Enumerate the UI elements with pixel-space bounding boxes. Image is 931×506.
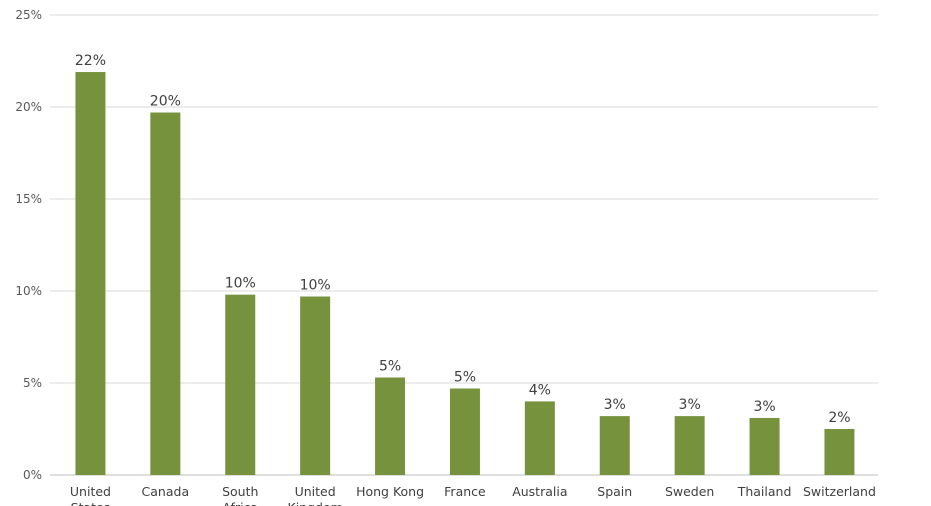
y-tick-label: 25% — [15, 8, 42, 22]
gridlines — [50, 14, 878, 476]
bar — [824, 429, 855, 475]
category-label: Australia — [512, 484, 567, 499]
y-tick-label: 15% — [15, 192, 42, 206]
category-label: Sweden — [665, 484, 714, 499]
category-label: France — [444, 484, 486, 499]
bar — [524, 401, 555, 475]
y-axis-tick-labels: 0% 5% 10% 15% 20% 25% — [15, 8, 42, 482]
category-label-line: Spain — [597, 484, 632, 499]
category-label-line: Hong Kong — [356, 484, 424, 499]
category-label-line: Switzerland — [803, 484, 876, 499]
bars — [75, 72, 855, 476]
bar — [150, 112, 181, 476]
data-label: 5% — [379, 358, 401, 374]
category-label-line: Africa — [222, 500, 258, 506]
y-tick-label: 0% — [23, 468, 42, 482]
data-labels: 22% 20% 10% 10% 5% 5% 4% 3% 3% 3% 2% — [75, 53, 851, 426]
category-label: Hong Kong — [356, 484, 424, 499]
category-label: Canada — [142, 484, 190, 499]
category-label: Spain — [597, 484, 632, 499]
category-label-line: States — [71, 500, 111, 506]
data-label: 5% — [454, 370, 476, 386]
data-label: 2% — [828, 410, 850, 426]
x-axis-category-labels: UnitedStatesCanadaSouthAfricaUnitedKingd… — [70, 484, 876, 506]
y-tick-label: 20% — [15, 100, 42, 114]
category-label-line: France — [444, 484, 486, 499]
category-label-line: United — [70, 484, 111, 499]
bar — [300, 296, 331, 475]
category-label-line: South — [222, 484, 258, 499]
data-label: 3% — [753, 399, 775, 415]
data-label: 20% — [150, 94, 181, 110]
category-label-line: United — [295, 484, 336, 499]
data-label: 3% — [604, 397, 626, 413]
category-label-line: Sweden — [665, 484, 714, 499]
bar — [674, 416, 705, 475]
category-label: UnitedKingdom — [288, 484, 343, 506]
category-label: SouthAfrica — [222, 484, 258, 506]
bar — [375, 377, 406, 475]
bar — [449, 388, 480, 475]
data-label: 22% — [75, 53, 106, 69]
data-label: 3% — [679, 397, 701, 413]
y-tick-label: 10% — [15, 284, 42, 298]
category-label-line: Australia — [512, 484, 567, 499]
category-label-line: Thailand — [737, 484, 792, 499]
bar — [599, 416, 630, 475]
category-label: Thailand — [737, 484, 792, 499]
bar — [225, 294, 256, 475]
data-label: 4% — [529, 382, 551, 398]
category-label: UnitedStates — [70, 484, 111, 506]
data-label: 10% — [225, 276, 256, 292]
bar — [749, 417, 780, 475]
data-label: 10% — [300, 278, 331, 294]
category-label-line: Kingdom — [288, 500, 343, 506]
y-tick-label: 5% — [23, 376, 42, 390]
category-label: Switzerland — [803, 484, 876, 499]
category-label-line: Canada — [142, 484, 190, 499]
bar — [75, 72, 106, 475]
